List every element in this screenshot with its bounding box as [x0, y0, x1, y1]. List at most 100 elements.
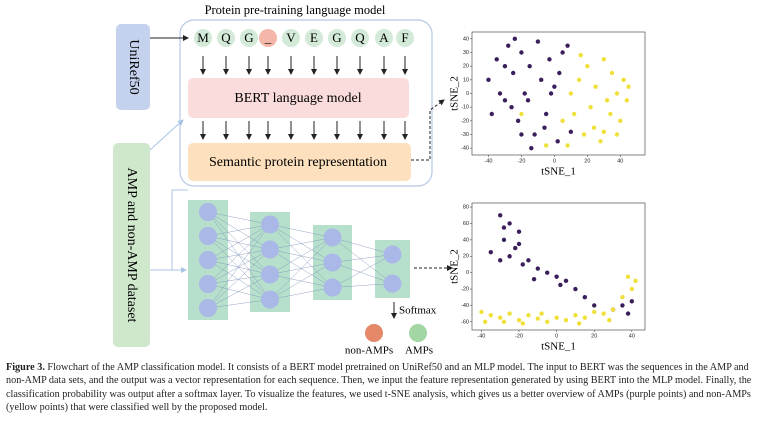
point	[573, 313, 578, 318]
x-tick-label: 40	[617, 158, 623, 164]
bert-label: BERT language model	[234, 91, 361, 106]
x-tick-label: -20	[517, 158, 525, 164]
point	[543, 143, 549, 148]
mlp-node	[261, 290, 279, 309]
token: Q	[355, 30, 365, 45]
token-circle	[396, 29, 414, 47]
mlp-edge	[269, 224, 333, 238]
mlp-edge	[332, 283, 393, 288]
point	[531, 277, 537, 282]
point	[512, 36, 518, 42]
arrow	[149, 119, 184, 151]
point	[516, 317, 522, 323]
token: F	[401, 30, 408, 45]
point	[557, 70, 562, 76]
point	[591, 125, 597, 130]
token: G	[332, 30, 341, 45]
point	[558, 282, 563, 288]
x-tick-label: 20	[591, 333, 597, 339]
token: _	[264, 30, 272, 45]
mlp-edge	[332, 237, 393, 255]
mlp-node	[199, 227, 217, 245]
point	[535, 39, 541, 44]
point	[624, 98, 630, 103]
token-circle	[259, 29, 277, 47]
token-circle	[282, 29, 300, 47]
y-tick-label: -60	[461, 319, 469, 325]
point	[563, 278, 569, 284]
mlp-edge	[269, 237, 333, 300]
mlp-node	[323, 228, 342, 247]
point	[629, 286, 635, 292]
token-circle	[351, 29, 369, 47]
mlp-edge	[269, 262, 333, 300]
point	[629, 299, 635, 304]
point	[522, 91, 527, 96]
point	[527, 63, 532, 69]
point	[502, 98, 508, 103]
point	[542, 125, 547, 130]
point	[489, 111, 494, 117]
y-tick-label: -30	[461, 132, 469, 138]
point	[610, 307, 616, 312]
mlp-edge	[207, 235, 271, 275]
point	[516, 229, 522, 234]
mlp-edge	[332, 254, 393, 288]
mlp-edge	[332, 237, 393, 284]
mlp-node	[323, 278, 342, 297]
mlp-edge	[207, 211, 271, 300]
point	[565, 43, 570, 48]
y-axis-label: tSNE_2	[449, 76, 461, 111]
point	[625, 311, 631, 316]
point	[498, 258, 503, 263]
point	[535, 266, 541, 271]
mlp-edge	[207, 259, 271, 300]
uniref-label: UniRef50	[126, 39, 141, 94]
point	[581, 132, 587, 137]
point	[547, 57, 552, 62]
mlp-node	[199, 275, 217, 293]
mlp-edge	[207, 211, 271, 275]
point	[552, 84, 557, 89]
mlp-edge	[269, 237, 333, 275]
y-tick-label: 40	[463, 36, 469, 42]
token-circle	[305, 29, 323, 47]
point	[568, 91, 574, 96]
legend-dot	[409, 324, 427, 342]
y-tick-label: -20	[461, 286, 469, 292]
point	[568, 129, 574, 134]
mlp-node	[383, 274, 402, 293]
x-tick-label: 0	[555, 333, 558, 339]
point	[625, 274, 631, 279]
point	[608, 111, 613, 117]
mlp-edge	[332, 262, 393, 284]
mlp-node	[199, 299, 217, 317]
x-tick-label: 40	[629, 333, 635, 339]
plot-area	[471, 202, 646, 331]
point	[601, 57, 607, 62]
point	[582, 315, 588, 320]
mlp-edge	[207, 224, 271, 309]
point	[576, 321, 582, 326]
point	[529, 145, 534, 151]
mlp-node	[199, 203, 217, 221]
point	[519, 111, 524, 117]
point	[592, 303, 597, 308]
point	[488, 313, 494, 318]
token: G	[244, 30, 253, 45]
y-tick-label: -40	[461, 303, 469, 309]
point	[497, 91, 503, 96]
point	[539, 77, 544, 83]
semantic-label: Semantic protein representation	[209, 155, 387, 170]
point	[588, 104, 593, 110]
point	[573, 286, 578, 292]
mlp-edge	[207, 224, 271, 261]
mlp-edge	[207, 249, 271, 309]
legend-dot	[365, 324, 383, 342]
uniref-box	[116, 24, 150, 110]
point	[563, 317, 569, 323]
y-tick-label: 30	[463, 50, 469, 56]
mlp-edge	[207, 235, 271, 300]
point	[614, 132, 620, 137]
semantic-box	[188, 143, 411, 181]
